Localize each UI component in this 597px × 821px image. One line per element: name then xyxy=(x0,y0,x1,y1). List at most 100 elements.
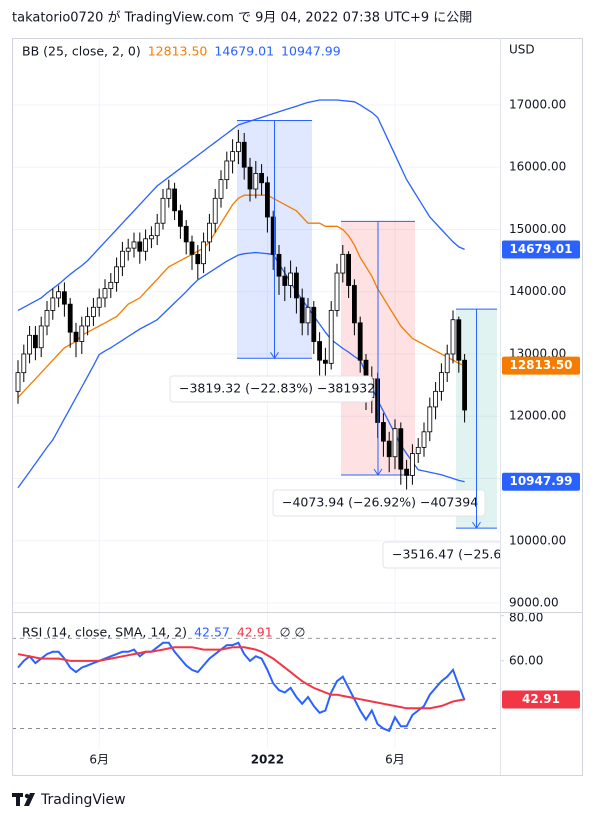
candle-body xyxy=(264,182,270,218)
logo-part xyxy=(24,793,35,806)
candle-body xyxy=(44,309,50,327)
candle-body xyxy=(415,446,421,455)
price-badge-label: 12813.50 xyxy=(509,358,572,372)
indicator-legend: RSI (14, close, SMA, 14, 2) xyxy=(22,625,187,640)
candle-body xyxy=(438,372,444,392)
frame xyxy=(12,38,583,776)
plot-layer: −3819.32 (−22.83%) −381932 −4073.94 (−26.… xyxy=(12,38,580,767)
candle-body xyxy=(96,297,102,308)
brand: TradingView xyxy=(40,792,126,808)
candle-body xyxy=(456,319,462,361)
candle-body xyxy=(357,322,363,361)
candle-body xyxy=(421,431,427,448)
candle-body xyxy=(50,297,56,311)
candle-body xyxy=(282,275,288,286)
candle-body xyxy=(212,197,218,224)
candle-body xyxy=(183,225,189,243)
candle-body xyxy=(351,285,357,324)
legend-value: 10947.99 xyxy=(281,44,341,59)
candle-body xyxy=(334,272,340,311)
legend-hidden: ∅ ∅ xyxy=(280,625,306,640)
candle-body xyxy=(450,319,456,355)
candle-body xyxy=(148,235,154,240)
candle-body xyxy=(444,353,450,374)
legend-value: 42.57 xyxy=(194,625,230,640)
y-tick-label: 10000.00 xyxy=(509,533,566,547)
legend-value: 12813.50 xyxy=(148,44,208,59)
candle-body xyxy=(230,151,236,162)
candle-body xyxy=(317,341,323,361)
candle-body xyxy=(195,253,201,265)
x-tick-label: 6月 xyxy=(89,753,109,767)
legend-value: 14679.01 xyxy=(214,44,274,59)
indicator-legend: BB (25, close, 2, 0) xyxy=(22,44,141,59)
candle-body xyxy=(247,166,253,190)
candle-body xyxy=(328,309,334,364)
candle-body xyxy=(33,334,38,349)
candle-body xyxy=(27,334,33,355)
range-label: −4073.94 (−26.92%) −407394 xyxy=(282,495,478,510)
candle-body xyxy=(137,241,143,252)
rsi-pane xyxy=(12,613,500,748)
range-label: −3819.32 (−22.83%) −381932 xyxy=(179,381,375,396)
bb-line xyxy=(17,99,465,311)
y-tick-label: 17000.00 xyxy=(509,97,566,111)
candle-body xyxy=(67,303,73,333)
candle-body xyxy=(38,325,44,349)
candle-body xyxy=(131,241,137,249)
candle-body xyxy=(259,173,265,184)
candle-body xyxy=(91,306,96,318)
candle-body xyxy=(288,272,294,286)
candle-body xyxy=(201,241,207,265)
candle-body xyxy=(409,453,415,476)
range-label: −3516.47 (−25.6 xyxy=(392,547,501,562)
candle-body xyxy=(114,266,119,283)
candle-body xyxy=(189,241,195,255)
candle-body xyxy=(85,316,90,327)
y-tick-label: 9000.00 xyxy=(509,596,559,610)
range-label-box xyxy=(382,541,500,569)
y-tick-label: 12000.00 xyxy=(509,409,566,423)
candle-body xyxy=(143,238,149,252)
candle-body xyxy=(172,188,178,212)
candle-body xyxy=(404,468,410,476)
candle-body xyxy=(299,297,305,324)
range-label-box xyxy=(272,489,486,517)
rsi-line xyxy=(17,646,465,710)
candle-body xyxy=(276,253,282,277)
candle-body xyxy=(392,428,398,458)
publisher-line: takatorio0720 が TradingView.com で 9月 04,… xyxy=(12,11,472,26)
candle-body xyxy=(108,281,114,290)
candle-body xyxy=(62,291,67,305)
candle-body xyxy=(253,173,259,190)
price-badge-label: 14679.01 xyxy=(509,242,572,256)
price-badge-label: 42.91 xyxy=(522,692,560,706)
candle-body xyxy=(15,372,21,392)
x-tick-label: 6月 xyxy=(385,753,405,767)
candle-body xyxy=(270,216,276,255)
candle-body xyxy=(177,210,183,227)
y-tick-label: 60.00 xyxy=(509,653,543,667)
arrow-head xyxy=(270,352,279,360)
candle-body xyxy=(380,422,386,442)
candle-body xyxy=(73,331,79,342)
candle-body xyxy=(235,141,241,153)
candle-body xyxy=(79,325,85,342)
candle-body xyxy=(21,353,27,374)
arrow-head xyxy=(373,468,383,476)
price-badge xyxy=(502,472,580,491)
y-tick-label: 15000.00 xyxy=(509,222,566,236)
candle-body xyxy=(125,247,131,252)
candle-body xyxy=(322,359,328,364)
price-badge xyxy=(502,240,580,259)
candle-body xyxy=(224,160,230,181)
candle-body xyxy=(462,359,468,411)
candle-body xyxy=(120,250,125,268)
price-badge xyxy=(502,690,580,709)
x-tick-label: 2022 xyxy=(251,753,284,767)
range-label-box xyxy=(169,375,373,403)
candle-body xyxy=(398,428,404,470)
candle-body xyxy=(166,188,172,199)
